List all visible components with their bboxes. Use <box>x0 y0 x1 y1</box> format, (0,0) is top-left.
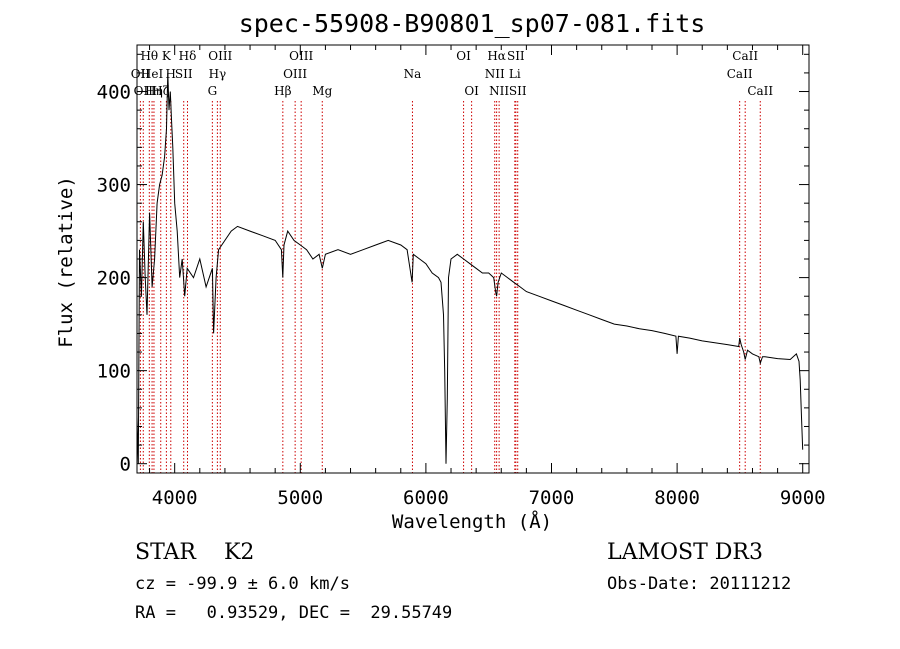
y-axis-ticks: 0 100 200 300 400 <box>97 53 809 476</box>
spectral-line-label-3: HeI <box>141 67 164 81</box>
spectral-line-label-18: OI <box>456 49 471 63</box>
spectral-line-label-9: Hδ <box>179 49 197 63</box>
y-tick-label-1: 100 <box>97 361 131 383</box>
x-tick-label-2: 6000 <box>403 487 449 509</box>
x-tick-label-3: 7000 <box>529 487 575 509</box>
spectral-line-label-2: Hθ <box>140 49 158 63</box>
spectral-line-markers <box>139 101 761 473</box>
x-axis-label: Wavelength (Å) <box>392 510 552 533</box>
x-tick-label-0: 4000 <box>152 487 198 509</box>
x-tick-label-4: 8000 <box>654 487 700 509</box>
redshift-value: cz = -99.9 ± 6.0 km/s <box>135 574 350 594</box>
spectral-line-label-15: OIII <box>289 49 313 63</box>
spectral-line-label-10: G <box>208 84 218 98</box>
spectral-line-label-12: OIII <box>208 49 232 63</box>
spectral-line-label-16: Mg <box>312 84 332 98</box>
spectral-line-label-26: CaII <box>727 67 753 81</box>
y-tick-label-2: 200 <box>97 268 131 290</box>
spectral-line-label-5: Hζ <box>152 84 169 98</box>
spectral-line-label-20: NII <box>485 67 505 81</box>
x-tick-label-1: 5000 <box>277 487 323 509</box>
spectral-line-label-11: Hγ <box>209 67 227 81</box>
spectral-line-label-13: Hβ <box>274 84 291 98</box>
spectrum-series-line <box>136 72 804 464</box>
spectral-line-label-28: CaII <box>747 84 773 98</box>
spectral-line-label-0: OII <box>131 67 151 81</box>
survey-name: LAMOST DR3 <box>607 540 763 565</box>
spectral-line-label-1: OII <box>134 84 154 98</box>
spectral-line-label-21: Hα <box>487 49 506 63</box>
chart-title: spec-55908-B90801_sp07-081.fits <box>239 9 706 38</box>
spectral-line-label-27: CaII <box>732 49 758 63</box>
plot-frame <box>136 44 810 474</box>
observation-date: Obs-Date: 20111212 <box>607 574 792 594</box>
spectral-line-label-8: SII <box>175 67 193 81</box>
x-axis-ticks: 4000 5000 6000 7000 8000 9000 <box>149 45 826 509</box>
spectral-line-label-14: OIII <box>283 67 307 81</box>
y-tick-label-4: 400 <box>97 82 131 104</box>
object-class: STAR K2 <box>135 540 255 565</box>
spectral-line-label-7: H <box>166 67 176 81</box>
spectral-line-label-6: K <box>162 49 172 63</box>
spectral-line-label-17: Na <box>404 67 422 81</box>
x-tick-label-5: 9000 <box>780 487 826 509</box>
spectral-line-label-22: NII <box>489 84 509 98</box>
spectral-line-label-4: Hη <box>145 84 163 98</box>
y-tick-label-0: 0 <box>120 454 131 476</box>
spectral-line-label-25: SII <box>509 84 527 98</box>
y-tick-label-3: 300 <box>97 175 131 197</box>
y-axis-label: Flux (relative) <box>55 176 77 348</box>
sky-coordinates: RA = 0.93529, DEC = 29.55749 <box>135 603 453 623</box>
spectral-line-labels: OIIOIIHθHeIHηHζKHSIIHδGHγOIIIHβOIIIOIIIM… <box>131 49 774 98</box>
spectral-line-label-19: OI <box>464 84 479 98</box>
spectral-line-label-24: SII <box>507 49 525 63</box>
spectral-line-label-23: Li <box>509 67 521 81</box>
